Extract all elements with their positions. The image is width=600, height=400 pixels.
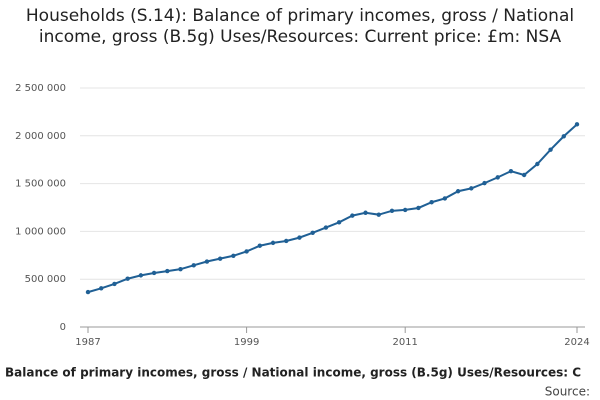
point: [270, 240, 276, 246]
y-tick-label: 500 000: [25, 274, 66, 285]
point: [178, 266, 183, 272]
point: [574, 122, 580, 127]
point: [138, 273, 144, 278]
x-tick-label: 2024: [564, 337, 589, 348]
point: [99, 286, 104, 291]
x-tick-label: 1987: [75, 337, 100, 348]
point: [389, 208, 395, 214]
series-label: Balance of primary incomes, gross / Nati…: [5, 366, 581, 380]
point: [165, 268, 170, 274]
point: [548, 147, 553, 152]
point: [297, 235, 302, 240]
x-tick-label: 1999: [234, 337, 259, 348]
point: [151, 270, 157, 276]
point: [257, 243, 263, 248]
point: [561, 134, 566, 139]
point: [508, 168, 514, 174]
point: [125, 276, 130, 281]
point: [442, 196, 448, 201]
point: [310, 230, 315, 236]
point: [455, 189, 461, 194]
point: [429, 200, 434, 205]
point: [482, 180, 487, 186]
y-tick-label: 1 000 000: [15, 226, 66, 237]
point: [85, 289, 91, 295]
point: [336, 220, 342, 225]
point: [469, 186, 474, 191]
point: [402, 207, 408, 213]
chart-title: Households (S.14): Balance of primary in…: [25, 6, 575, 47]
point: [191, 263, 196, 268]
y-tick-label: 2 500 000: [15, 83, 66, 94]
line: [87, 123, 578, 294]
point: [217, 256, 223, 261]
point: [284, 238, 289, 244]
point: [350, 213, 355, 218]
point: [112, 281, 117, 287]
point: [416, 205, 421, 211]
point: [204, 259, 210, 264]
y-tick-label: 0: [60, 322, 66, 333]
y-tick-label: 2 000 000: [15, 131, 66, 142]
point: [244, 249, 249, 254]
y-tick-label: 1 500 000: [15, 179, 66, 190]
point: [535, 161, 540, 167]
x-tick-label: 2011: [392, 337, 417, 348]
point: [376, 212, 381, 217]
point: [231, 253, 236, 258]
source: Source:: [545, 385, 590, 399]
point: [323, 225, 329, 230]
point: [363, 210, 368, 215]
point: [521, 172, 527, 178]
point: [495, 175, 500, 180]
